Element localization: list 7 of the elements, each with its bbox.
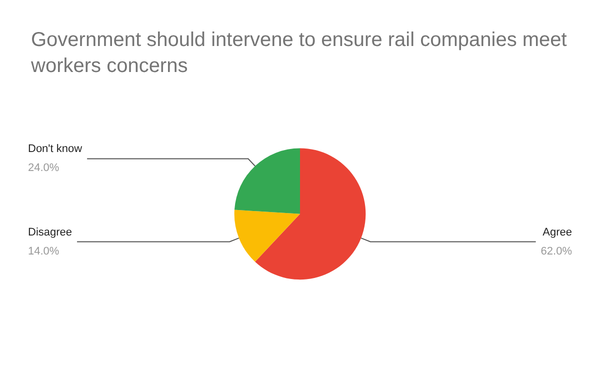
slice-label: Agree (542, 226, 572, 238)
slice-label: Don't know (28, 143, 82, 156)
data-label: 24.0% (28, 162, 60, 174)
chart-title: Government should intervene to ensure rail companies meet workers concerns (30, 29, 572, 77)
data-label: 62.0% (540, 245, 572, 258)
data-label: 14.0% (28, 245, 60, 258)
slice-label: Disagree (28, 226, 72, 238)
